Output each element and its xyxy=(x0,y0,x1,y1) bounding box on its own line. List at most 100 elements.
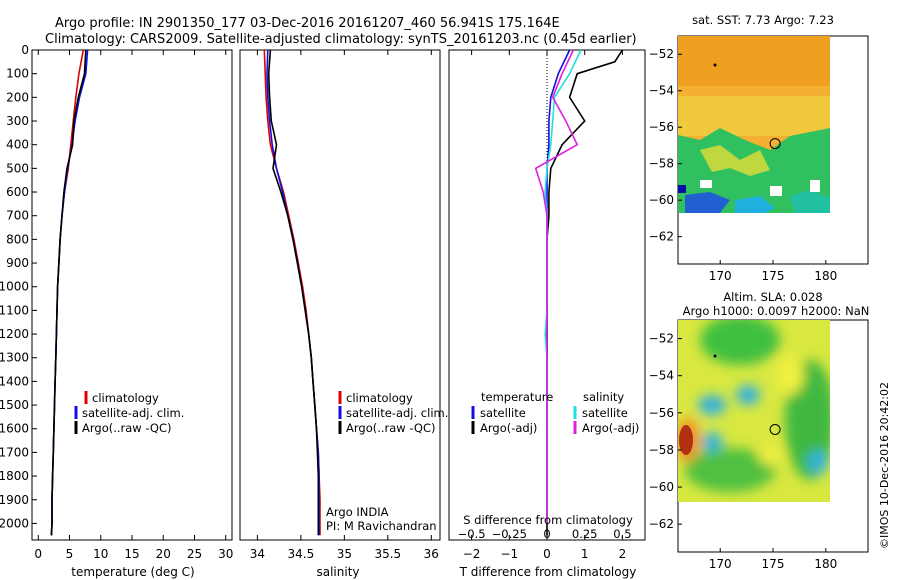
sla-longitude-tick-labels: 170 175 180 xyxy=(709,548,837,571)
sla-argo-position-marker xyxy=(769,424,781,435)
s-diff-tick-label: −0.25 xyxy=(492,527,527,541)
header-line-2: Climatology: CARS2009. Satellite-adjuste… xyxy=(45,32,637,47)
lon-tick-label: 170 xyxy=(709,557,732,571)
depth-tick-label: 1300 xyxy=(0,351,29,365)
sla-map-panel: Altim. SLA: 0.028 Argo h1000: 0.0097 h20… xyxy=(649,290,870,571)
legend-label-temp-argo: Argo(-adj) xyxy=(480,421,537,435)
depth-tick-label: 1500 xyxy=(0,398,29,412)
float-owner-line-1: Argo INDIA xyxy=(326,505,389,519)
x-tick-label: 25 xyxy=(187,547,202,561)
sla-eddy-green-1 xyxy=(700,320,780,365)
sla-eddy-cyan-2 xyxy=(736,385,760,405)
legend-label-sal-argo: Argo(-adj) xyxy=(582,421,639,435)
lat-tick-label: −52 xyxy=(649,332,674,346)
sla-reference-dot xyxy=(713,354,717,358)
temperature-axes-frame xyxy=(31,49,233,541)
legend-title-temperature: temperature xyxy=(481,390,553,404)
x-tick-label: 30 xyxy=(218,547,233,561)
sla-eddy-yellow-1 xyxy=(776,355,804,395)
sst-cold-patch-3 xyxy=(790,190,830,213)
t-diff-tick-label: 0 xyxy=(543,547,551,561)
difference-series xyxy=(534,49,624,536)
legend-label-sal-satellite: satellite xyxy=(582,406,628,420)
sla-eddy-green-3 xyxy=(685,448,775,492)
depth-tick-label: 0 xyxy=(21,43,29,57)
sst-no-data-notch-1 xyxy=(678,185,686,193)
lat-tick-label: −58 xyxy=(649,157,674,171)
x-tick-label: 5 xyxy=(66,547,74,561)
depth-tick-label: 200 xyxy=(6,90,29,104)
depth-tick-label: 2000 xyxy=(0,516,29,530)
temperature-xlabel: temperature (deg C) xyxy=(71,565,194,579)
lat-tick-label: −58 xyxy=(649,443,674,457)
depth-tick-label: 600 xyxy=(6,185,29,199)
lat-tick-label: −54 xyxy=(649,369,674,383)
depth-tick-label: 1000 xyxy=(0,280,29,294)
sla-map-subtitle: Argo h1000: 0.0097 h2000: NaN xyxy=(683,304,870,318)
salinity-xlabel: salinity xyxy=(316,565,359,579)
depth-tick-label: 1200 xyxy=(0,327,29,341)
sst-no-data-notch-3 xyxy=(810,180,820,192)
lon-tick-label: 175 xyxy=(762,269,785,283)
t-diff-tick-label: 2 xyxy=(619,547,627,561)
salinity-series xyxy=(263,49,321,536)
series-line-salinity-argo-adj xyxy=(534,49,579,524)
lon-tick-label: 180 xyxy=(814,269,837,283)
legend-label-satellite: satellite-adj. clim. xyxy=(346,406,448,420)
sst-cold-patch-1 xyxy=(685,192,730,213)
legend-label-argo: Argo(..raw -QC) xyxy=(346,421,436,435)
depth-tick-label: 1800 xyxy=(0,469,29,483)
x-tick-label: 35.5 xyxy=(374,547,401,561)
legend-title-salinity: salinity xyxy=(583,390,624,404)
t-diff-tick-label: −1 xyxy=(500,547,518,561)
depth-tick-label: 1600 xyxy=(0,422,29,436)
lon-tick-label: 175 xyxy=(762,557,785,571)
lat-tick-label: −52 xyxy=(649,47,674,61)
sla-eddy-yellow-2 xyxy=(758,445,782,465)
series-line-argo-raw-qc xyxy=(267,49,320,536)
depth-tick-label: 1400 xyxy=(0,374,29,388)
s-diff-tick-label: 0.5 xyxy=(613,527,631,541)
t-difference-tick-labels: −2 −1 0 1 2 xyxy=(463,50,626,561)
lat-tick-label: −56 xyxy=(649,406,674,420)
x-tick-label: 20 xyxy=(156,547,171,561)
x-tick-label: 0 xyxy=(34,547,42,561)
depth-tick-label: 1700 xyxy=(0,445,29,459)
lat-tick-label: −56 xyxy=(649,120,674,134)
sla-eddy-red xyxy=(679,425,693,455)
sst-map-title: sat. SST: 7.73 Argo: 7.23 xyxy=(692,13,834,27)
depth-tick-label: 900 xyxy=(6,256,29,270)
depth-tick-label: 1900 xyxy=(0,493,29,507)
sst-field xyxy=(678,36,830,213)
s-diff-tick-label: 0 xyxy=(543,527,550,541)
sst-argo-position-marker xyxy=(769,138,781,150)
series-line-argo-raw-qc xyxy=(50,49,87,536)
imos-credit: ©IMOS 10-Dec-2016 20:42:02 xyxy=(878,382,891,549)
sla-field xyxy=(678,320,830,502)
x-tick-label: 34 xyxy=(250,547,265,561)
temperature-series xyxy=(50,49,89,536)
x-tick-label: 34.5 xyxy=(288,547,315,561)
lat-tick-label: −62 xyxy=(649,230,674,244)
lon-tick-label: 170 xyxy=(709,269,732,283)
sla-eddy-cyan-1 xyxy=(698,395,726,415)
lat-tick-label: −54 xyxy=(649,84,674,98)
legend-label-satellite: satellite-adj. clim. xyxy=(82,406,184,420)
x-tick-label: 36 xyxy=(424,547,439,561)
depth-tick-label: 300 xyxy=(6,114,29,128)
depth-tick-label: 400 xyxy=(6,138,29,152)
sla-eddy-cyan-4 xyxy=(808,450,828,474)
depth-tick-label: 500 xyxy=(6,161,29,175)
legend-label-climatology: climatology xyxy=(346,391,413,405)
sla-map-title: Altim. SLA: 0.028 xyxy=(723,290,822,304)
legend-label-argo: Argo(..raw -QC) xyxy=(82,421,172,435)
sla-latitude-tick-labels: −52 −54 −56 −58 −60 −62 xyxy=(649,332,682,531)
sst-no-data-notch-4 xyxy=(700,180,712,188)
sst-cold-patch-2 xyxy=(735,196,775,213)
lat-tick-label: −60 xyxy=(649,193,674,207)
s-difference-xlabel: S difference from climatology xyxy=(463,513,633,527)
sst-reference-dot xyxy=(713,63,717,67)
float-owner-line-2: PI: M Ravichandran xyxy=(326,519,437,533)
temperature-legend: climatology satellite-adj. clim. Argo(..… xyxy=(74,391,184,435)
